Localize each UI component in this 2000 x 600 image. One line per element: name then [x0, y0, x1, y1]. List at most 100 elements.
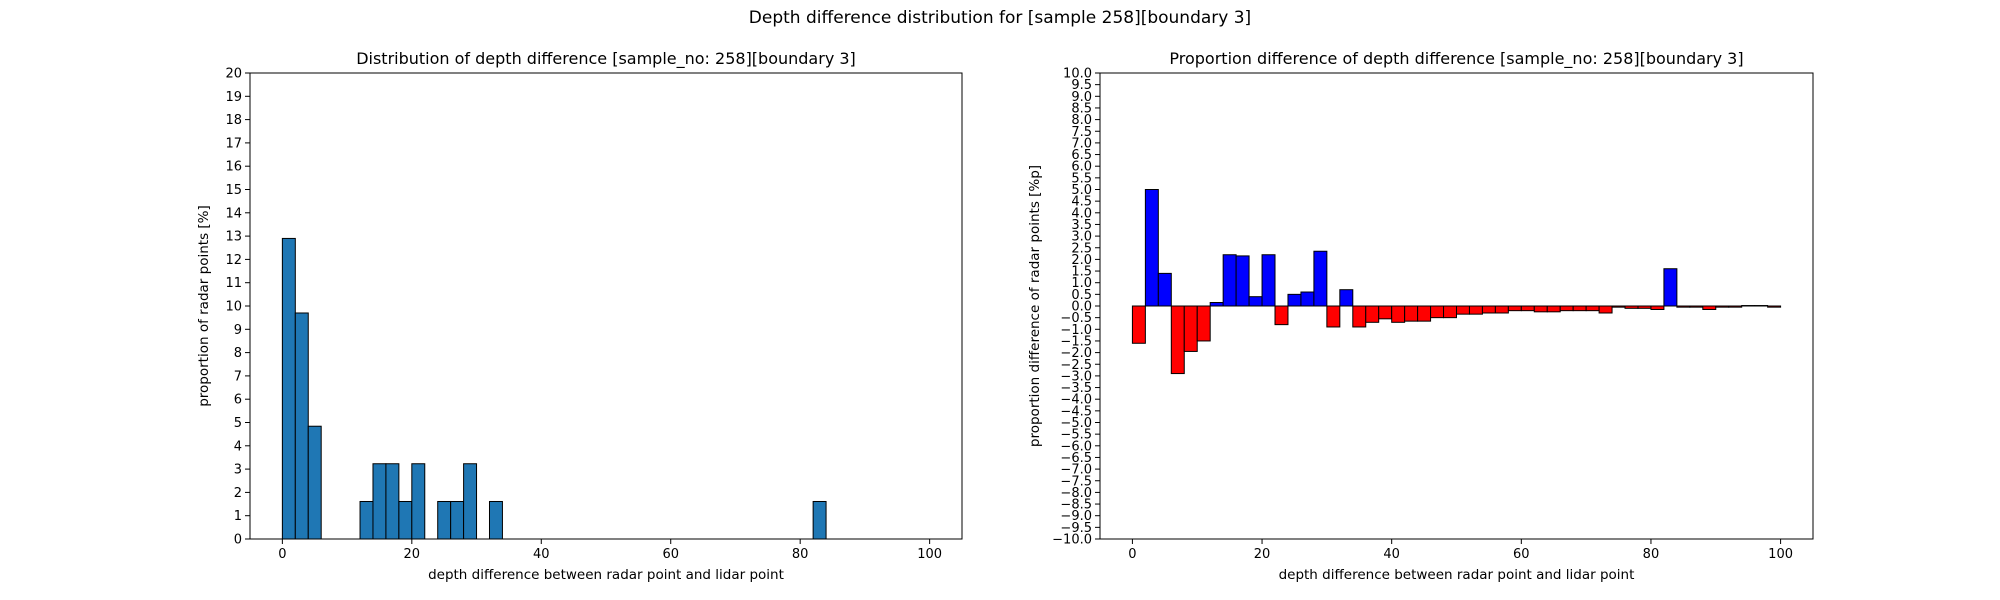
x-tick-label: 100	[917, 547, 942, 562]
y-tick-label: −5.0	[1060, 416, 1092, 431]
y-tick-label: 15	[225, 183, 242, 198]
histogram-bar	[411, 463, 426, 540]
histogram-bar	[1209, 302, 1224, 307]
histogram-bar	[1378, 305, 1393, 320]
x-tick-label: 60	[1513, 547, 1530, 562]
y-tick-label: 1	[234, 509, 242, 524]
histogram-bar	[1585, 305, 1600, 312]
x-axis-label: depth difference between radar point and…	[428, 567, 784, 583]
chart-title: Proportion difference of depth differenc…	[1169, 49, 1743, 69]
y-tick-label: −3.5	[1060, 381, 1092, 396]
histogram-bar	[1326, 305, 1341, 328]
histogram-bar	[450, 500, 465, 540]
y-tick-label: 16	[225, 160, 242, 175]
x-tick-label: 20	[404, 547, 421, 562]
histogram-bar	[1533, 305, 1548, 313]
x-tick-label: 80	[1643, 547, 1660, 562]
y-tick-label: −10.0	[1052, 533, 1092, 548]
histogram-bar	[1468, 305, 1483, 315]
histogram-bar	[1261, 254, 1276, 307]
histogram-bar	[1430, 305, 1445, 319]
y-tick-label: 5	[234, 416, 242, 431]
y-tick-label: −4.0	[1060, 393, 1092, 408]
histogram-bar	[1663, 268, 1678, 307]
histogram-bar	[294, 312, 309, 540]
x-tick-label: 80	[792, 547, 809, 562]
x-tick-label: 60	[662, 547, 679, 562]
y-tick-label: 4	[234, 439, 242, 454]
y-tick-label: −3.0	[1060, 369, 1092, 384]
histogram-bar	[372, 463, 387, 540]
y-tick-label: 1.5	[1071, 265, 1092, 280]
y-tick-label: 17	[225, 136, 242, 151]
histogram-bar	[1624, 305, 1639, 309]
histogram-bar	[1196, 305, 1211, 342]
y-tick-label: 8	[234, 346, 242, 361]
histogram-bar	[463, 463, 478, 540]
y-tick-label: 3.5	[1071, 218, 1092, 233]
y-tick-label: 19	[225, 90, 242, 105]
figure-suptitle: Depth difference distribution for [sampl…	[748, 8, 1252, 28]
histogram-bar	[1443, 305, 1458, 319]
histogram-bar	[1494, 305, 1509, 314]
histogram-bar	[398, 500, 413, 540]
histogram-bar	[385, 463, 400, 540]
y-tick-label: 0	[234, 533, 242, 548]
histogram-bar	[1222, 254, 1237, 307]
histogram-bar	[1702, 305, 1717, 310]
histogram-bar	[1352, 305, 1367, 328]
histogram-bar	[1274, 305, 1289, 326]
histogram-bar	[812, 500, 827, 540]
y-tick-label: −1.0	[1060, 323, 1092, 338]
y-tick-label: 6.5	[1071, 148, 1092, 163]
x-tick-label: 20	[1254, 547, 1271, 562]
histogram-bar	[1131, 305, 1146, 344]
histogram-bar	[1417, 305, 1432, 322]
y-tick-label: −7.5	[1060, 474, 1092, 489]
y-tick-label: 12	[225, 253, 242, 268]
histogram-bar	[1248, 296, 1263, 307]
histogram-bar	[1546, 305, 1561, 313]
histogram-bar	[1715, 305, 1730, 308]
y-tick-label: −5.5	[1060, 428, 1092, 443]
histogram-bar	[1144, 189, 1159, 307]
histogram-bar	[1598, 305, 1613, 314]
histogram-bar	[1170, 305, 1185, 375]
y-tick-label: −4.5	[1060, 404, 1092, 419]
y-tick-label: 8.5	[1071, 101, 1092, 116]
y-tick-label: 8.0	[1071, 113, 1092, 128]
y-tick-label: 4.0	[1071, 206, 1092, 221]
histogram-bar	[1728, 305, 1743, 308]
histogram-bar	[1689, 305, 1704, 308]
y-tick-label: 7	[234, 369, 242, 384]
x-tick-label: 100	[1768, 547, 1793, 562]
histogram-bar	[1559, 305, 1574, 312]
y-tick-label: 9	[234, 323, 242, 338]
histogram-bar	[1287, 293, 1302, 307]
y-tick-label: 7.5	[1071, 125, 1092, 140]
histogram-bar	[1572, 305, 1587, 312]
y-tick-label: 3.0	[1071, 230, 1092, 245]
x-tick-label: 0	[278, 547, 286, 562]
y-tick-label: 2.0	[1071, 253, 1092, 268]
histogram-bar	[1507, 305, 1522, 312]
histogram-bar	[1300, 291, 1315, 307]
y-tick-label: −1.5	[1060, 334, 1092, 349]
histogram-bar	[1404, 305, 1419, 322]
y-tick-label: −2.5	[1060, 358, 1092, 373]
histogram-bar	[1676, 305, 1691, 308]
y-tick-label: −6.0	[1060, 439, 1092, 454]
histogram-bar	[359, 500, 374, 540]
y-tick-label: 1.0	[1071, 276, 1092, 291]
histogram-bar	[1767, 305, 1782, 308]
y-tick-label: 0.0	[1071, 300, 1092, 315]
x-tick-label: 40	[1383, 547, 1400, 562]
histogram-bar	[1611, 305, 1626, 308]
histogram-bar	[488, 500, 503, 540]
histogram-bar	[1650, 305, 1665, 310]
histogram-bar	[437, 500, 452, 540]
x-tick-label: 0	[1128, 547, 1136, 562]
plot-frame	[249, 72, 963, 540]
